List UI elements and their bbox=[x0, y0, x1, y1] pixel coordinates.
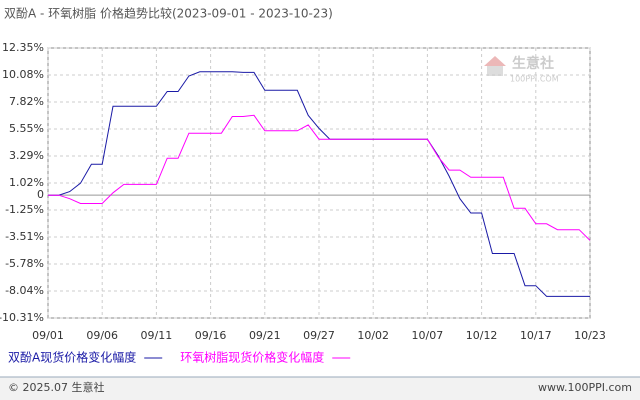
x-tick-label: 09/11 bbox=[141, 329, 173, 342]
y-tick-label: 7.82% bbox=[9, 95, 44, 108]
watermark-text: 生意社 bbox=[512, 55, 554, 72]
chart-title: 双酚A - 环氧树脂 价格趋势比较(2023-09-01 - 2023-10-2… bbox=[4, 6, 333, 21]
y-tick-label: 10.08% bbox=[2, 68, 44, 81]
footer-bar bbox=[0, 377, 640, 400]
y-tick-label: 12.35% bbox=[2, 41, 44, 54]
y-tick-label: -3.51% bbox=[5, 230, 44, 243]
logo-body bbox=[487, 66, 503, 76]
y-tick-label: -10.31% bbox=[0, 311, 44, 324]
y-tick-label: 3.29% bbox=[9, 149, 44, 162]
x-tick-label: 10/17 bbox=[520, 329, 552, 342]
x-tick-label: 09/27 bbox=[303, 329, 335, 342]
y-tick-label: -5.78% bbox=[5, 257, 44, 270]
x-tick-label: 09/21 bbox=[249, 329, 281, 342]
x-tick-label: 10/23 bbox=[574, 329, 606, 342]
series-line bbox=[48, 71, 590, 297]
y-tick-label: 1.02% bbox=[9, 176, 44, 189]
x-tick-label: 09/06 bbox=[86, 329, 118, 342]
watermark-sub: 100PPI.COM bbox=[510, 75, 559, 84]
y-tick-label: 0 bbox=[37, 188, 44, 201]
footer-right: www.100PPI.com bbox=[538, 381, 632, 394]
x-tick-label: 09/01 bbox=[32, 329, 64, 342]
legend-label: 环氧树脂现货价格变化幅度 bbox=[180, 350, 324, 365]
y-tick-label: -1.25% bbox=[5, 203, 44, 216]
x-tick-label: 10/07 bbox=[412, 329, 444, 342]
x-tick-label: 10/02 bbox=[357, 329, 389, 342]
y-tick-label: 5.55% bbox=[9, 122, 44, 135]
series-line bbox=[48, 114, 591, 241]
logo-roof bbox=[484, 56, 506, 66]
footer-left: © 2025.07 生意社 bbox=[8, 380, 104, 394]
x-tick-label: 09/16 bbox=[195, 329, 227, 342]
x-tick-label: 10/12 bbox=[466, 329, 498, 342]
legend-label: 双酚A现货价格变化幅度 bbox=[8, 350, 136, 365]
watermark: 生意社 100PPI.COM bbox=[484, 55, 559, 84]
y-tick-label: -8.04% bbox=[5, 284, 44, 297]
